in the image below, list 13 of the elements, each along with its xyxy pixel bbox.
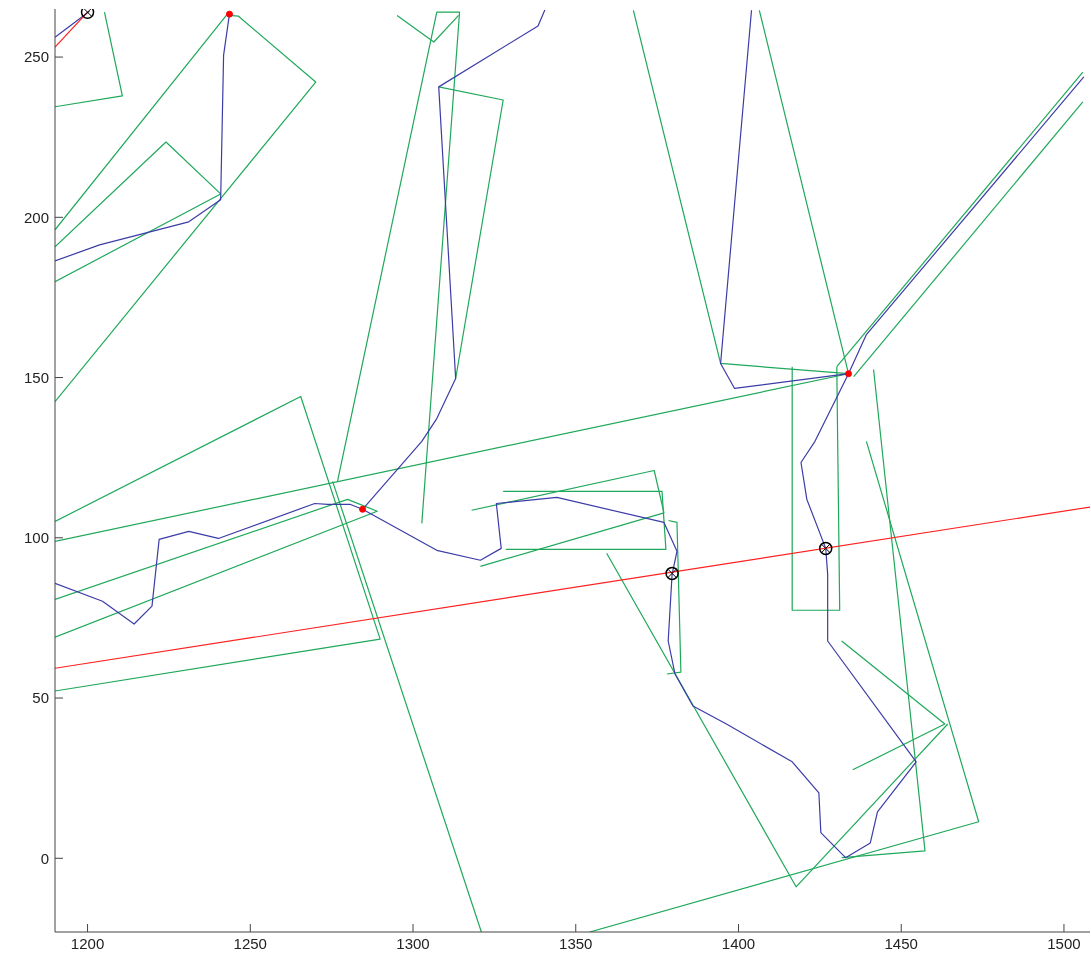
x-tick-label: 1200 xyxy=(70,934,105,952)
x-tick-label: 1250 xyxy=(233,934,267,952)
y-tick-label: 250 xyxy=(23,48,49,66)
x-tick-label: 1400 xyxy=(721,934,756,952)
y-tick-label: 200 xyxy=(23,208,49,226)
x-tick-label: 1500 xyxy=(1047,934,1081,952)
x-tick-label: 1450 xyxy=(884,934,918,952)
y-tick-label: 150 xyxy=(23,368,49,386)
y-tick-label: 100 xyxy=(23,529,49,547)
y-tick-label: 0 xyxy=(40,849,49,867)
x-tick-label: 1350 xyxy=(559,934,593,952)
y-tick-label: 50 xyxy=(32,689,49,707)
x-tick-label: 1300 xyxy=(396,934,430,952)
